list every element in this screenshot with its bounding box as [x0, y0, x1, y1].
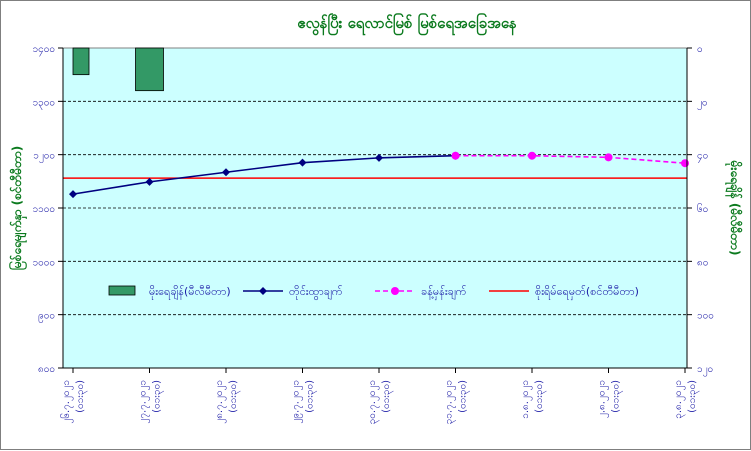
- x-tick-date: ၂၆.၇.၂၀၂၁: [59, 380, 74, 424]
- right-tick-label: ၁၂၀: [697, 364, 713, 377]
- left-tick-label: ၈၀၀: [38, 364, 55, 375]
- observed-point: [298, 158, 307, 167]
- x-tick-time: (၀၁း၃၀): [228, 380, 241, 413]
- legend-item: မိုးရေချိန်(မီလီမီတာ): [108, 285, 231, 300]
- legend-item: စိုးရိမ်ရေမှတ်(စင်တီမီတာ): [489, 285, 639, 300]
- legend-label: မိုးရေချိန်(မီလီမီတာ): [149, 285, 231, 300]
- x-tick-label: ၂၆.၇.၂၀၂၁ (၀၁း၃၀): [59, 380, 88, 424]
- x-tick-time: (၀၁း၃၀): [381, 380, 394, 413]
- x-tick-date: ၃.၈.၂၀၂၁: [673, 380, 686, 419]
- legend-marker: [259, 287, 267, 295]
- observed-line: [72, 154, 456, 195]
- x-tick-label: ၁.၈.၂၀၂၁ (၀၁း၃၀): [520, 380, 547, 419]
- right-tick-label: ၈၀: [697, 257, 708, 268]
- legend-swatch: [108, 285, 136, 296]
- x-tick-date: ၃၀.၇.၂၀၂၁: [367, 380, 380, 424]
- x-tick-time: (၀၁း၃၀): [75, 380, 88, 413]
- forecast-point: [681, 159, 689, 168]
- left-tick-label: ၁၂၀၀: [33, 151, 55, 164]
- left-tick-label: ၁၄၀၀: [33, 44, 56, 57]
- x-tick-label: ၂၈.၇.၂၀၂၁ (၀၁း၃၀): [214, 380, 241, 424]
- forecast-line: [455, 154, 686, 164]
- x-tick-label: ၃၀.၇.၂၀၂၁ (၀၁း၃၀): [367, 380, 394, 424]
- x-tick-time: (၀၁း၃၀): [152, 380, 165, 413]
- x-tick-label: ၂.၈.၂၀၂၁ (၀၁း၃၀): [597, 380, 624, 418]
- left-tick-label: ၁၃၀၀: [33, 97, 56, 110]
- left-tick-label: ၁၀၀၀: [33, 257, 56, 268]
- legend: မိုးရေချိန်(မီလီမီတာ) တိုင်းထွာချက် ခန့်မှ…: [108, 285, 639, 300]
- x-tick-time: (၀၁း၃၀): [687, 380, 700, 413]
- x-tick-date: ၂.၈.၂၀၂၁: [597, 380, 610, 418]
- left-axis-ticks: ၈၀၀ ၉၀၀ ၁၀၀၀ ၁၁၀၀ ၁၂၀၀ ၁၃၀၀ ၁၄၀၀: [33, 44, 63, 375]
- left-tick-label: ၁၁၀၀: [33, 204, 56, 215]
- forecast-point: [451, 151, 460, 160]
- legend-label: တိုင်းထွာချက်: [289, 285, 343, 300]
- right-tick-label: ၀: [697, 44, 703, 55]
- right-tick-label: ၄၀: [697, 151, 708, 164]
- forecast-point: [528, 151, 536, 160]
- x-axis-ticks: ၂၆.၇.၂၀၂၁ (၀၁း၃၀) ၂၇.၇.၂၀၂၁ (၀၁း၃၀) ၂၈.၇.၂၀၂…: [59, 368, 700, 424]
- forecast-point: [604, 153, 613, 162]
- right-tick-label: ၆၀: [697, 202, 708, 215]
- x-tick-date: ၁.၈.၂၀၂၁: [520, 380, 533, 419]
- observed-point: [222, 168, 230, 177]
- x-tick-time: (၀၁း၃၀): [611, 380, 624, 413]
- x-tick-time: (၀၁း၃၀): [458, 380, 471, 413]
- right-axis-title: မိုးရေချိန် (မီလီမီတာ): [724, 160, 744, 256]
- chart-title: ဧလွန်ပြီး ရေလာင်မြစ် မြစ်ရေအခြေအနေ: [297, 12, 517, 36]
- left-axis-title: မြစ်ရေမျက်နှာ (စင်တီမီတာ): [7, 146, 28, 270]
- x-tick-date: ၂၈.၇.၂၀၂၁: [214, 380, 227, 424]
- right-tick-label: ၂၀: [697, 97, 708, 110]
- x-tick-date: ၂၉.၇.၂၀၂၁: [291, 380, 304, 424]
- right-tick-label: ၁၀၀: [697, 311, 714, 322]
- x-tick-time: (၀၁း၃၀): [305, 380, 318, 413]
- x-tick-label: ၃.၈.၂၀၂၁ (၀၁း၃၀): [673, 380, 700, 419]
- rainfall-bar: [135, 47, 164, 92]
- left-tick-label: ၉၀၀: [38, 311, 55, 324]
- x-tick-time: (၀၁း၃၀): [534, 380, 547, 413]
- legend-item: ခန့်မှန်းချက်: [375, 285, 467, 300]
- series-lines: [69, 151, 689, 199]
- rainfall-bar: [72, 47, 90, 76]
- observed-point: [69, 190, 77, 199]
- x-tick-label: ၃၁.၇.၂၀၂၁ (၀၁း၃၀): [444, 380, 471, 424]
- legend-label: စိုးရိမ်ရေမှတ်(စင်တီမီတာ): [535, 285, 639, 300]
- x-tick-label: ၂၇.၇.၂၀၂၁ (၀၁း၃၀): [138, 380, 165, 424]
- observed-point: [145, 177, 154, 186]
- observed-point: [375, 153, 383, 162]
- gridlines: [63, 100, 687, 316]
- x-tick-date: ၂၇.၇.၂၀၂၁: [138, 380, 151, 424]
- x-tick-label: ၂၉.၇.၂၀၂၁ (၀၁း၃၀): [291, 380, 318, 424]
- legend-item: တိုင်းထွာချက်: [243, 285, 343, 300]
- x-tick-date: ၃၁.၇.၂၀၂၁: [444, 380, 457, 424]
- rainfall-bars: [72, 47, 164, 92]
- legend-marker: [391, 287, 399, 295]
- legend-label: ခန့်မှန်းချက်: [421, 285, 467, 300]
